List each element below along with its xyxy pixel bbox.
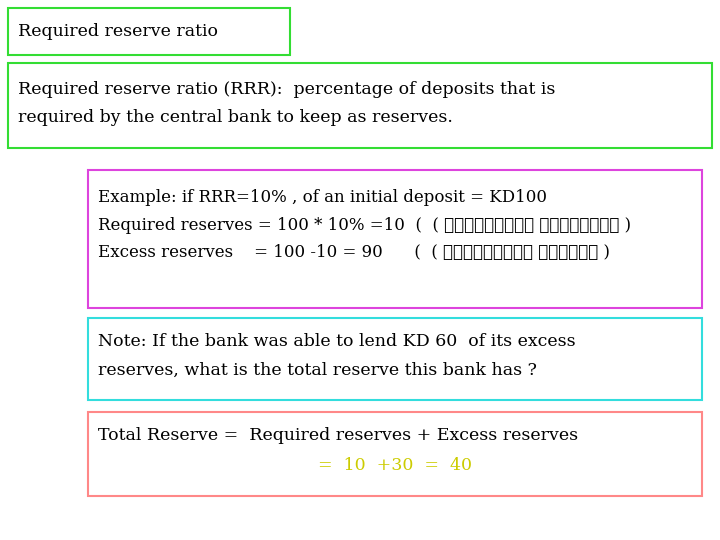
- Text: Required reserves = 100 * 10% =10  (  ( الاحتياطي القانوني ): Required reserves = 100 * 10% =10 ( ( ال…: [98, 217, 631, 233]
- FancyBboxPatch shape: [88, 412, 702, 496]
- Text: Required reserve ratio: Required reserve ratio: [18, 23, 218, 39]
- FancyBboxPatch shape: [8, 8, 290, 55]
- Text: Total Reserve =  Required reserves + Excess reserves: Total Reserve = Required reserves + Exce…: [98, 428, 578, 444]
- Text: Note: If the bank was able to lend KD 60  of its excess: Note: If the bank was able to lend KD 60…: [98, 334, 575, 350]
- Text: reserves, what is the total reserve this bank has ?: reserves, what is the total reserve this…: [98, 361, 537, 379]
- FancyBboxPatch shape: [8, 63, 712, 148]
- Text: required by the central bank to keep as reserves.: required by the central bank to keep as …: [18, 110, 453, 126]
- Text: Example: if RRR=10% , of an initial deposit = KD100: Example: if RRR=10% , of an initial depo…: [98, 190, 547, 206]
- FancyBboxPatch shape: [88, 318, 702, 400]
- Text: Excess reserves    = 100 -10 = 90      (  ( الاحتياطي الفائض ): Excess reserves = 100 -10 = 90 ( ( الاحت…: [98, 244, 610, 260]
- Text: =  10  +30  =  40: = 10 +30 = 40: [318, 457, 472, 475]
- Text: Required reserve ratio (RRR):  percentage of deposits that is: Required reserve ratio (RRR): percentage…: [18, 82, 555, 98]
- FancyBboxPatch shape: [88, 170, 702, 308]
